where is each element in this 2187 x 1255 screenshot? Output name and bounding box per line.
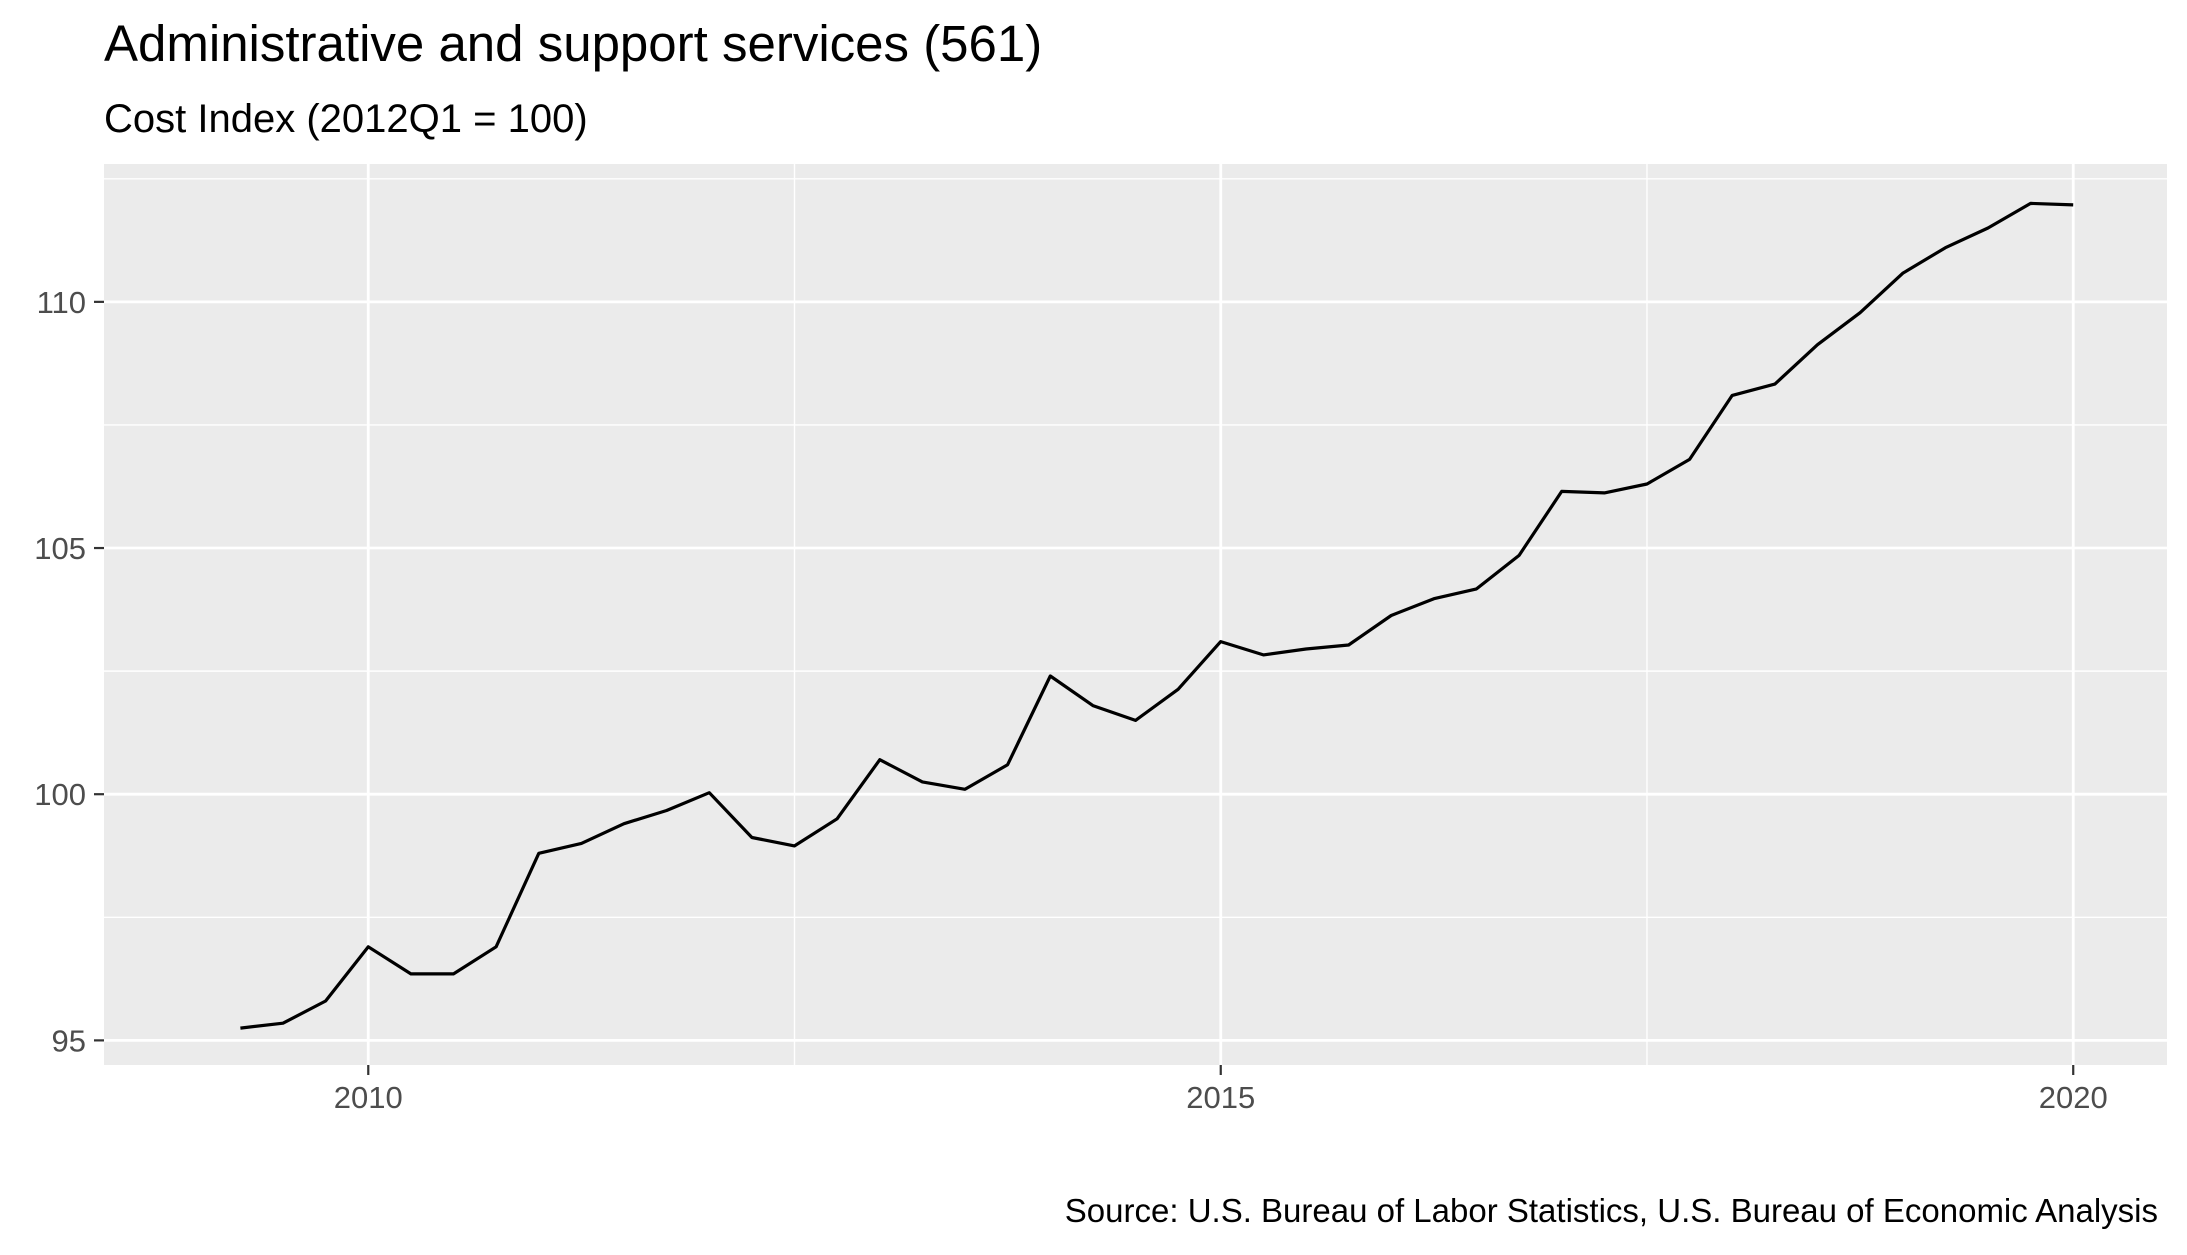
series-line	[240, 201, 2074, 1030]
y-tick-label: 110	[37, 285, 86, 320]
y-tick-label: 105	[34, 531, 86, 566]
y-tick-label: 100	[34, 777, 86, 812]
x-tick-label: 2010	[334, 1080, 403, 1115]
plot-panel	[104, 164, 2167, 1065]
y-tick-label: 95	[52, 1023, 86, 1058]
chart-subtitle: Cost Index (2012Q1 = 100)	[104, 97, 588, 141]
x-tick-label: 2015	[1186, 1080, 1255, 1115]
chart-title: Administrative and support services (561…	[104, 15, 1042, 72]
series-layer	[240, 201, 2074, 1030]
x-tick-label: 2020	[2039, 1080, 2108, 1115]
minor-gridlines	[104, 164, 2167, 1065]
chart-caption: Source: U.S. Bureau of Labor Statistics,…	[1065, 1192, 2158, 1229]
axes: 2010 2015 2020 95 100 105 110	[34, 285, 2107, 1115]
major-gridlines	[104, 164, 2167, 1065]
